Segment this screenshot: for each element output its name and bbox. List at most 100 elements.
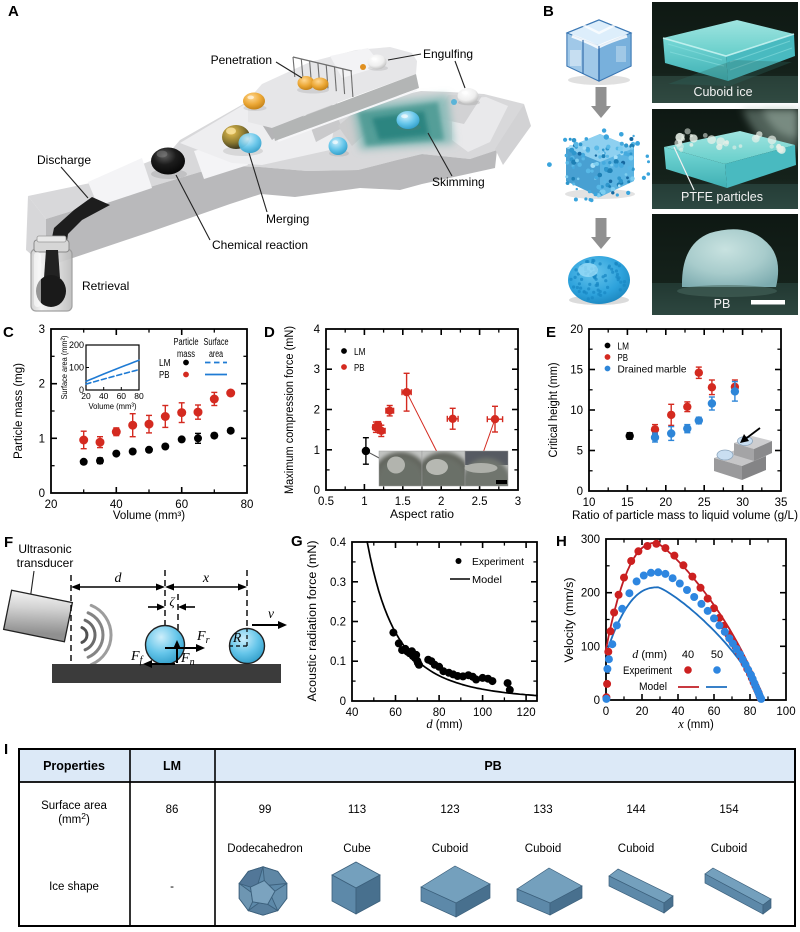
svg-text:10: 10 bbox=[570, 405, 583, 417]
svg-text:PB: PB bbox=[618, 352, 629, 364]
svg-text:60: 60 bbox=[708, 706, 721, 718]
svg-text:40: 40 bbox=[346, 707, 359, 719]
svg-text:Experiment: Experiment bbox=[623, 665, 672, 677]
svg-text:d (mm): d (mm) bbox=[632, 647, 667, 661]
svg-text:Volume (mm³): Volume (mm³) bbox=[113, 510, 185, 522]
svg-text:3: 3 bbox=[314, 364, 320, 376]
svg-text:Model: Model bbox=[639, 681, 667, 693]
svg-text:20: 20 bbox=[81, 391, 91, 401]
svg-text:20: 20 bbox=[636, 706, 649, 718]
svg-text:Dodecahedron: Dodecahedron bbox=[227, 843, 302, 855]
svg-text:R: R bbox=[232, 630, 242, 645]
svg-text:area: area bbox=[209, 349, 223, 360]
svg-text:113: 113 bbox=[348, 804, 366, 816]
svg-text:I: I bbox=[4, 741, 8, 758]
svg-text:0: 0 bbox=[340, 696, 346, 708]
svg-text:Velocity (mm/s): Velocity (mm/s) bbox=[564, 577, 576, 662]
svg-text:120: 120 bbox=[517, 707, 536, 719]
svg-text:Cuboid ice: Cuboid ice bbox=[693, 85, 752, 99]
svg-text:40: 40 bbox=[672, 706, 685, 718]
svg-text:PB: PB bbox=[159, 369, 170, 381]
svg-text:Particle mass (mg): Particle mass (mg) bbox=[13, 363, 25, 459]
svg-text:100: 100 bbox=[69, 363, 84, 373]
svg-text:35: 35 bbox=[775, 497, 788, 509]
svg-text:2.5: 2.5 bbox=[472, 496, 488, 508]
svg-text:80: 80 bbox=[744, 706, 757, 718]
svg-text:99: 99 bbox=[259, 804, 272, 816]
svg-text:Ff: Ff bbox=[130, 649, 144, 666]
svg-text:d (mm): d (mm) bbox=[426, 717, 462, 731]
svg-text:40: 40 bbox=[110, 499, 123, 511]
svg-text:Chemical reaction: Chemical reaction bbox=[212, 238, 308, 252]
svg-text:Surface: Surface bbox=[204, 337, 229, 348]
svg-text:-: - bbox=[170, 881, 174, 893]
svg-text:60: 60 bbox=[389, 707, 402, 719]
svg-text:25: 25 bbox=[698, 497, 711, 509]
svg-text:Model: Model bbox=[472, 574, 502, 586]
svg-text:v: v bbox=[268, 606, 274, 621]
svg-text:LM: LM bbox=[159, 357, 171, 369]
svg-text:20: 20 bbox=[659, 497, 672, 509]
svg-text:154: 154 bbox=[719, 804, 739, 816]
svg-text:86: 86 bbox=[166, 804, 179, 816]
svg-text:200: 200 bbox=[69, 340, 84, 350]
svg-text:Ice shape: Ice shape bbox=[49, 881, 99, 893]
svg-text:30: 30 bbox=[736, 497, 749, 509]
svg-text:4: 4 bbox=[314, 324, 321, 336]
svg-text:Drained marble: Drained marble bbox=[618, 364, 687, 376]
svg-text:Cuboid: Cuboid bbox=[525, 843, 561, 855]
svg-text:Surface area: Surface area bbox=[41, 800, 107, 812]
svg-text:D: D bbox=[264, 324, 275, 341]
svg-text:Discharge: Discharge bbox=[37, 153, 91, 167]
svg-text:0: 0 bbox=[79, 385, 84, 395]
svg-text:0: 0 bbox=[594, 695, 600, 707]
svg-text:Volume (mm³): Volume (mm³) bbox=[89, 401, 137, 411]
svg-text:80: 80 bbox=[433, 707, 446, 719]
svg-text:2: 2 bbox=[314, 405, 320, 417]
svg-text:Fr: Fr bbox=[196, 629, 210, 646]
svg-text:PB: PB bbox=[484, 759, 501, 773]
svg-text:G: G bbox=[291, 533, 303, 550]
svg-text:300: 300 bbox=[581, 534, 600, 546]
svg-text:Cuboid: Cuboid bbox=[618, 843, 654, 855]
svg-text:40: 40 bbox=[682, 649, 694, 661]
svg-text:5: 5 bbox=[577, 446, 583, 458]
svg-text:Cuboid: Cuboid bbox=[711, 843, 747, 855]
svg-text:Ratio of particle mass to liqu: Ratio of particle mass to liquid volume … bbox=[572, 510, 798, 522]
svg-text:0.1: 0.1 bbox=[330, 656, 346, 668]
svg-text:LM: LM bbox=[354, 346, 366, 358]
svg-text:Merging: Merging bbox=[266, 212, 309, 226]
svg-text:15: 15 bbox=[570, 365, 583, 377]
svg-text:Engulfing: Engulfing bbox=[423, 47, 473, 61]
svg-text:F: F bbox=[4, 534, 13, 551]
svg-text:LM: LM bbox=[618, 341, 630, 353]
svg-text:Maximum compression force (mN): Maximum compression force (mN) bbox=[284, 326, 296, 494]
svg-text:3: 3 bbox=[515, 496, 521, 508]
svg-text:0: 0 bbox=[603, 706, 609, 718]
svg-text:40: 40 bbox=[99, 391, 109, 401]
svg-text:Particle: Particle bbox=[174, 337, 199, 348]
svg-text:50: 50 bbox=[711, 649, 723, 661]
svg-text:Critical height (mm): Critical height (mm) bbox=[548, 362, 560, 457]
svg-text:Penetration: Penetration bbox=[211, 53, 272, 67]
svg-text:0: 0 bbox=[39, 488, 45, 500]
svg-text:0.2: 0.2 bbox=[330, 617, 346, 629]
svg-text:Skimming: Skimming bbox=[432, 175, 485, 189]
svg-text:2: 2 bbox=[438, 496, 444, 508]
svg-text:0: 0 bbox=[314, 485, 320, 497]
svg-text:Fn: Fn bbox=[180, 651, 195, 668]
svg-text:20: 20 bbox=[45, 499, 58, 511]
svg-text:mass: mass bbox=[177, 349, 195, 360]
svg-text:Acoustic radiation force (mN): Acoustic radiation force (mN) bbox=[307, 540, 319, 701]
svg-text:H: H bbox=[556, 533, 567, 550]
svg-text:100: 100 bbox=[473, 707, 492, 719]
svg-text:Surface area (mm²): Surface area (mm²) bbox=[59, 335, 69, 399]
svg-text:PB: PB bbox=[354, 362, 365, 374]
svg-text:1.5: 1.5 bbox=[395, 496, 411, 508]
svg-text:transducer: transducer bbox=[17, 556, 74, 570]
svg-text:Aspect ratio: Aspect ratio bbox=[390, 509, 454, 521]
svg-text:Experiment: Experiment bbox=[472, 556, 524, 568]
svg-text:1: 1 bbox=[314, 445, 320, 457]
svg-text:123: 123 bbox=[440, 804, 459, 816]
svg-text:10: 10 bbox=[583, 497, 596, 509]
